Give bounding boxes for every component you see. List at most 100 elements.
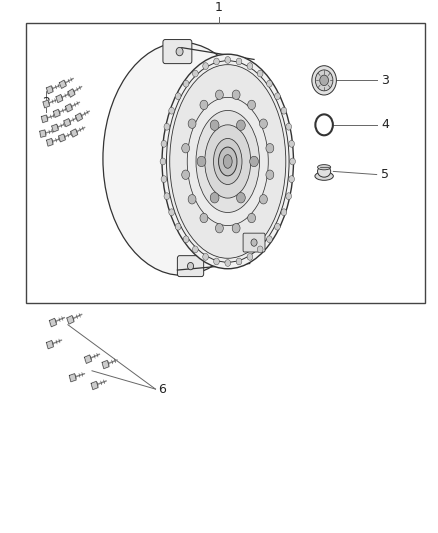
Ellipse shape: [247, 100, 255, 110]
Ellipse shape: [286, 123, 292, 130]
Ellipse shape: [259, 195, 267, 204]
Bar: [26, 23, 425, 303]
Text: 5: 5: [381, 168, 389, 181]
Polygon shape: [46, 86, 53, 94]
Ellipse shape: [258, 70, 263, 77]
Text: 1: 1: [215, 1, 223, 14]
Ellipse shape: [162, 54, 293, 269]
Polygon shape: [59, 80, 66, 88]
Ellipse shape: [183, 236, 189, 243]
Polygon shape: [41, 115, 48, 123]
Ellipse shape: [286, 193, 292, 199]
Ellipse shape: [161, 176, 167, 182]
Ellipse shape: [161, 140, 167, 147]
Ellipse shape: [200, 100, 208, 110]
Ellipse shape: [257, 246, 263, 253]
Ellipse shape: [290, 158, 295, 165]
Ellipse shape: [175, 93, 181, 100]
Ellipse shape: [247, 213, 255, 223]
Ellipse shape: [169, 107, 174, 114]
Ellipse shape: [160, 158, 166, 165]
Polygon shape: [85, 355, 92, 364]
Polygon shape: [64, 118, 71, 127]
FancyBboxPatch shape: [177, 256, 204, 277]
Circle shape: [197, 156, 206, 167]
Ellipse shape: [275, 223, 280, 230]
Polygon shape: [69, 374, 76, 382]
Polygon shape: [67, 316, 74, 324]
Ellipse shape: [266, 143, 274, 153]
Ellipse shape: [266, 170, 274, 180]
Polygon shape: [46, 139, 53, 146]
Ellipse shape: [196, 110, 259, 213]
Polygon shape: [56, 94, 63, 103]
Polygon shape: [49, 318, 57, 327]
Polygon shape: [91, 381, 98, 390]
Ellipse shape: [103, 43, 261, 275]
Ellipse shape: [164, 123, 170, 130]
Polygon shape: [102, 360, 109, 369]
Ellipse shape: [289, 176, 294, 182]
Text: 4: 4: [381, 118, 389, 131]
Ellipse shape: [169, 209, 174, 216]
Circle shape: [210, 192, 219, 203]
Polygon shape: [66, 104, 72, 112]
FancyBboxPatch shape: [243, 233, 265, 252]
Ellipse shape: [267, 80, 272, 87]
Polygon shape: [46, 341, 53, 349]
Circle shape: [320, 75, 328, 86]
Ellipse shape: [200, 213, 208, 223]
Ellipse shape: [182, 143, 190, 153]
Circle shape: [210, 120, 219, 131]
Ellipse shape: [223, 155, 232, 168]
Polygon shape: [68, 89, 75, 97]
Ellipse shape: [232, 90, 240, 100]
Polygon shape: [52, 124, 58, 132]
Polygon shape: [75, 113, 82, 122]
Ellipse shape: [281, 107, 287, 114]
Polygon shape: [40, 130, 46, 138]
Text: 2: 2: [42, 96, 50, 109]
Ellipse shape: [247, 63, 253, 69]
Ellipse shape: [203, 63, 208, 69]
Ellipse shape: [281, 209, 287, 216]
Text: 6: 6: [158, 383, 166, 395]
Ellipse shape: [203, 254, 208, 260]
Ellipse shape: [315, 172, 333, 180]
Circle shape: [251, 239, 257, 246]
Ellipse shape: [183, 80, 189, 87]
Circle shape: [237, 192, 245, 203]
Ellipse shape: [275, 93, 280, 100]
FancyBboxPatch shape: [163, 39, 192, 63]
Ellipse shape: [187, 98, 268, 225]
Ellipse shape: [164, 193, 170, 199]
Polygon shape: [53, 109, 60, 117]
Ellipse shape: [289, 140, 294, 147]
Polygon shape: [71, 129, 78, 137]
Ellipse shape: [188, 195, 196, 204]
Circle shape: [237, 120, 245, 131]
Polygon shape: [59, 134, 65, 142]
Circle shape: [187, 262, 194, 270]
Ellipse shape: [225, 260, 231, 266]
Ellipse shape: [186, 214, 195, 230]
Circle shape: [315, 70, 333, 91]
Circle shape: [176, 47, 183, 56]
Ellipse shape: [166, 61, 289, 262]
Polygon shape: [43, 100, 49, 108]
Ellipse shape: [188, 119, 196, 128]
Ellipse shape: [215, 90, 223, 100]
Circle shape: [250, 156, 258, 167]
Ellipse shape: [214, 58, 219, 65]
Ellipse shape: [236, 258, 242, 265]
Ellipse shape: [193, 70, 198, 77]
Ellipse shape: [318, 165, 331, 170]
Ellipse shape: [170, 64, 286, 259]
Ellipse shape: [247, 254, 253, 260]
Ellipse shape: [225, 56, 231, 63]
Ellipse shape: [214, 258, 219, 265]
Ellipse shape: [214, 139, 242, 184]
Ellipse shape: [259, 119, 267, 128]
Ellipse shape: [215, 223, 223, 233]
Ellipse shape: [205, 125, 251, 198]
